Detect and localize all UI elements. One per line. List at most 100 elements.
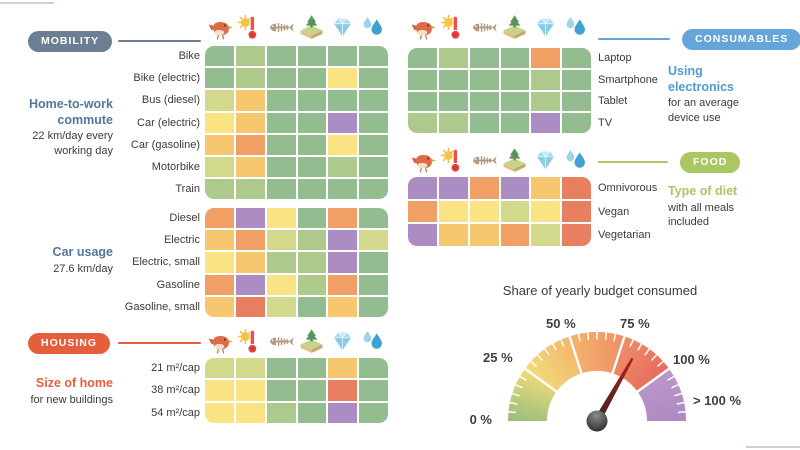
land-use-icon bbox=[500, 13, 531, 41]
food-section-title: Type of diet with all meals included bbox=[668, 184, 763, 230]
heat-cell bbox=[328, 208, 358, 229]
heat-cell bbox=[359, 208, 388, 229]
heat-cell bbox=[562, 113, 591, 134]
heat-cell bbox=[359, 179, 388, 200]
gauge-segment-0-25 bbox=[508, 368, 557, 421]
heat-cell bbox=[500, 69, 530, 90]
heat-cell bbox=[562, 48, 591, 68]
row-label: Electric bbox=[163, 234, 200, 247]
heat-cell bbox=[266, 112, 296, 133]
heat-cell bbox=[205, 208, 234, 229]
heat-cell bbox=[328, 46, 358, 67]
housing-connector-line bbox=[118, 342, 201, 344]
consumables-title: Using electronics bbox=[668, 64, 735, 94]
heat-cell bbox=[500, 91, 530, 112]
heat-cell bbox=[500, 224, 530, 247]
heat-cell bbox=[359, 46, 388, 67]
food-row-labels: Omnivorous Vegan Vegetarian bbox=[598, 177, 688, 246]
row-label: Diesel bbox=[169, 212, 200, 225]
heat-cell bbox=[359, 402, 388, 423]
heat-cell bbox=[500, 48, 530, 68]
fish-skeleton-icon bbox=[469, 13, 500, 41]
heat-cell bbox=[359, 252, 388, 273]
row-label: Bike bbox=[178, 50, 200, 63]
heat-cell bbox=[297, 68, 327, 89]
heat-cell bbox=[562, 200, 591, 223]
heat-cell bbox=[562, 69, 591, 90]
consumables-badge: CONSUMABLES bbox=[682, 29, 800, 50]
consumables-icons-row bbox=[408, 13, 591, 41]
row-label: Vegan bbox=[598, 205, 630, 218]
gauge-segment-50-75 bbox=[569, 332, 625, 374]
heat-cell bbox=[205, 230, 234, 251]
heat-cell bbox=[297, 208, 327, 229]
heat-cell bbox=[500, 113, 530, 134]
car-usage-desc: 27.6 km/day bbox=[53, 262, 113, 275]
heat-cell bbox=[235, 358, 265, 379]
heat-cell bbox=[438, 200, 468, 223]
heat-cell bbox=[469, 69, 499, 90]
car-usage-row-labels: Diesel Electric Electric, small Gasoline Gas… bbox=[20, 208, 200, 317]
gauge-needle-hub bbox=[586, 410, 608, 432]
gauge-label-50: 50 % bbox=[546, 316, 576, 331]
gauge-label-75: 75 % bbox=[620, 316, 650, 331]
row-label: Motorbike bbox=[151, 161, 200, 174]
commute-icons-row bbox=[205, 13, 388, 41]
heat-cell bbox=[297, 46, 327, 67]
heat-cell bbox=[235, 179, 265, 200]
commute-desc: 22 km/day every working day bbox=[32, 130, 113, 157]
heat-cell bbox=[328, 252, 358, 273]
consumables-section-title: Using electronics for an average device … bbox=[668, 64, 766, 125]
heat-cell bbox=[235, 112, 265, 133]
heat-cell bbox=[297, 90, 327, 111]
heat-cell bbox=[205, 380, 234, 401]
heat-cell bbox=[359, 296, 388, 317]
car-usage-section-title: Car usage 27.6 km/day bbox=[8, 245, 113, 276]
impact-icons-strip bbox=[205, 327, 388, 355]
heat-cell bbox=[531, 69, 561, 90]
consumables-desc: for an average device use bbox=[668, 97, 739, 124]
housing-desc: for new buildings bbox=[30, 393, 113, 406]
row-label: Gasoline, small bbox=[124, 300, 200, 313]
bird-icon bbox=[408, 13, 439, 41]
heat-cell bbox=[205, 46, 234, 67]
heat-cell bbox=[235, 252, 265, 273]
heat-cell bbox=[266, 68, 296, 89]
housing-row-labels: 21 m²/cap 38 m²/cap 54 m²/cap bbox=[20, 358, 200, 423]
climate-icon bbox=[439, 146, 470, 174]
row-label: Car (gasoline) bbox=[130, 138, 200, 151]
heat-cell bbox=[266, 296, 296, 317]
heat-cell bbox=[328, 112, 358, 133]
budget-gauge bbox=[508, 332, 686, 432]
heat-cell bbox=[266, 230, 296, 251]
heat-cell bbox=[408, 177, 437, 199]
heat-cell bbox=[328, 274, 358, 295]
consumables-row-labels: Laptop Smartphone Tablet TV bbox=[598, 48, 688, 133]
heat-cell bbox=[438, 69, 468, 90]
heat-cell bbox=[328, 402, 358, 423]
heat-cell bbox=[408, 200, 437, 223]
row-label: Tablet bbox=[598, 95, 628, 108]
heat-cell bbox=[235, 380, 265, 401]
heat-cell bbox=[266, 274, 296, 295]
heat-cell bbox=[328, 156, 358, 178]
heat-cell bbox=[408, 224, 437, 247]
heat-cell bbox=[235, 230, 265, 251]
heat-cell bbox=[205, 179, 234, 200]
heat-cell bbox=[408, 48, 437, 68]
heat-cell bbox=[266, 208, 296, 229]
heat-cell bbox=[359, 134, 388, 155]
heat-cell bbox=[328, 296, 358, 317]
gauge-label-100: 100 % bbox=[673, 352, 710, 367]
heat-cell bbox=[328, 90, 358, 111]
water-drops-icon bbox=[561, 146, 592, 174]
heat-cell bbox=[469, 91, 499, 112]
heat-cell bbox=[297, 402, 327, 423]
land-use-icon bbox=[297, 13, 328, 41]
gauge-title: Share of yearly budget consumed bbox=[502, 283, 698, 298]
housing-heatmap bbox=[205, 358, 388, 423]
minerals-icon bbox=[327, 327, 358, 355]
row-label: 21 m²/cap bbox=[151, 362, 200, 375]
impact-icons-strip bbox=[408, 146, 591, 174]
impact-icons-strip bbox=[205, 13, 388, 41]
